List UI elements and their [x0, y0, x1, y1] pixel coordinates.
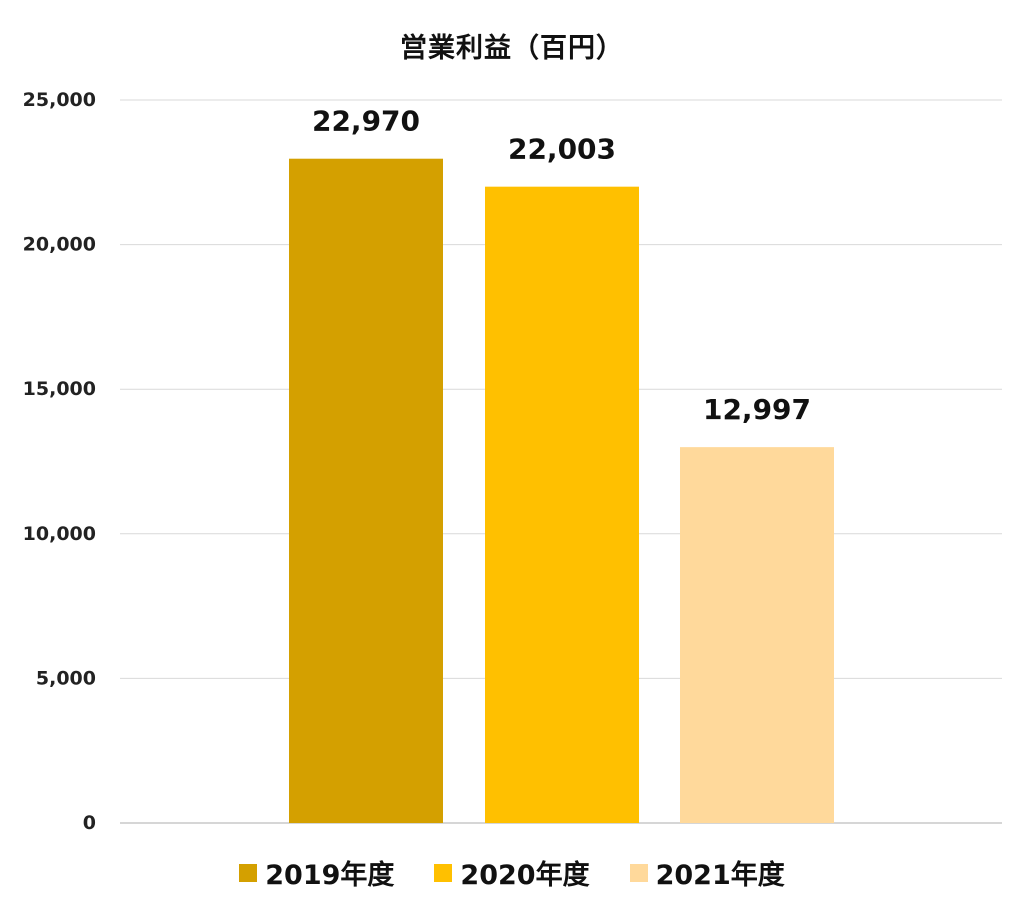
data-label: 12,997 [703, 393, 811, 426]
legend-label: 2020年度 [460, 860, 590, 891]
legend-label: 2021年度 [655, 860, 785, 891]
y-tick-label: 20,000 [23, 234, 96, 256]
y-tick-label: 10,000 [23, 523, 96, 545]
chart-legend: 2019年度 2020年度 2021年度 [0, 853, 1024, 892]
bar-3 [680, 447, 834, 823]
data-label: 22,003 [508, 133, 616, 166]
chart-title: 営業利益（百円） [400, 33, 624, 64]
y-tick-label: 15,000 [23, 378, 96, 400]
legend-swatch [434, 863, 453, 882]
legend-item: 2019年度 [239, 853, 394, 892]
legend-swatch [629, 863, 648, 882]
legend-swatch [239, 863, 258, 882]
y-tick-label: 0 [83, 812, 96, 834]
legend-item: 2020年度 [434, 853, 590, 892]
y-tick-label: 25,000 [23, 89, 96, 111]
y-tick-label: 5,000 [36, 667, 96, 689]
legend-item: 2021年度 [629, 853, 785, 892]
legend-label: 2019年度 [265, 860, 395, 891]
data-label: 22,970 [312, 105, 420, 138]
bar-1 [289, 158, 443, 824]
bar-2 [485, 186, 639, 824]
